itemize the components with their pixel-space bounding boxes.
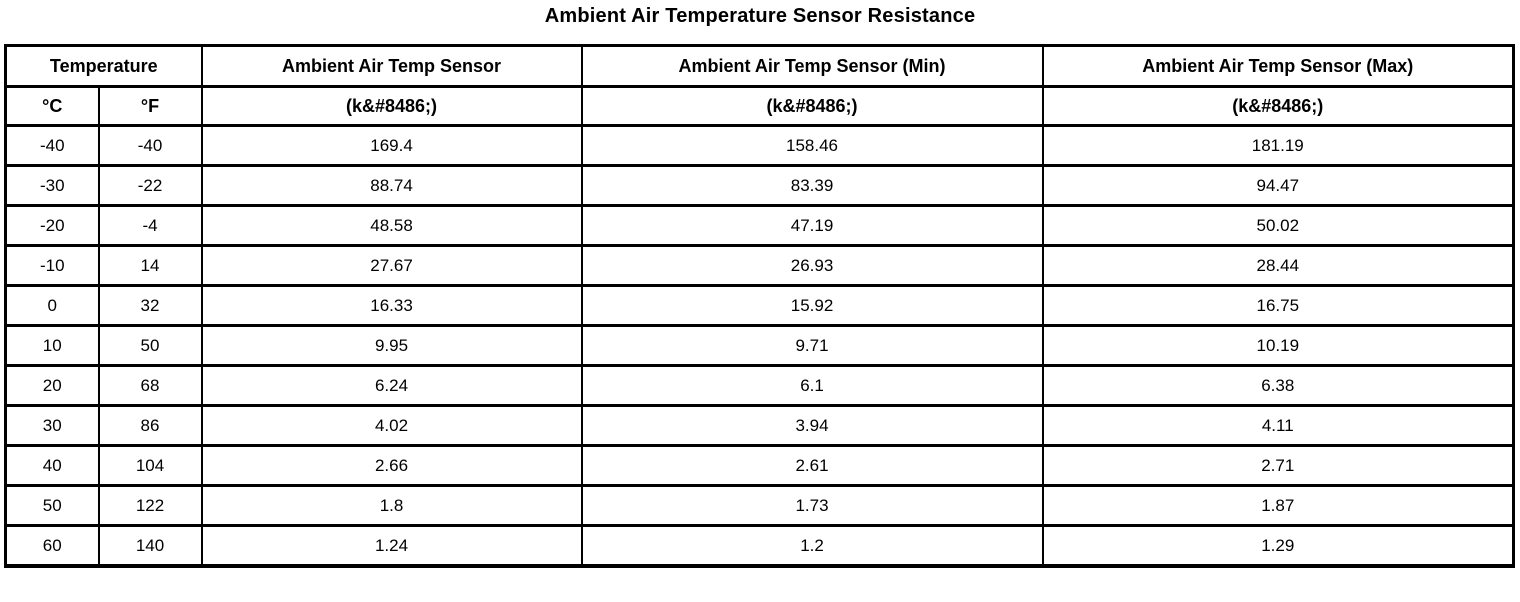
table-cell: -4 (97, 204, 203, 247)
table-cell: 48.58 (200, 204, 583, 247)
header-temperature: Temperature (4, 44, 203, 88)
table-cell: 32 (97, 284, 203, 327)
table-cell: 1.24 (200, 524, 583, 568)
table-cell: -40 (4, 124, 100, 167)
table-cell: 86 (97, 404, 203, 447)
table-body: -40 -40 169.4 158.46 181.19 -30 -22 88.74 83.39 9… (4, 124, 1515, 568)
table-cell: 14 (97, 244, 203, 287)
table-row: -40 -40 169.4 158.46 181.19 (4, 124, 1515, 167)
table-cell: 4.11 (1041, 404, 1515, 447)
header-unit-celsius: °C (4, 85, 100, 127)
table-cell: 10 (4, 324, 100, 367)
table-row: 10 50 9.95 9.71 10.19 (4, 324, 1515, 367)
header-unit-kohm-min: (k&#8486;) (580, 85, 1044, 127)
table-cell: 4.02 (200, 404, 583, 447)
table-cell: 16.75 (1041, 284, 1515, 327)
table-cell: 26.93 (580, 244, 1044, 287)
table-cell: 10.19 (1041, 324, 1515, 367)
table-cell: -40 (97, 124, 203, 167)
table-cell: 1.8 (200, 484, 583, 527)
table-cell: 104 (97, 444, 203, 487)
table-cell: 6.24 (200, 364, 583, 407)
table-header-row-groups: Temperature Ambient Air Temp Sensor Ambi… (4, 44, 1515, 88)
table-cell: 1.2 (580, 524, 1044, 568)
table-cell: -10 (4, 244, 100, 287)
table-cell: 9.71 (580, 324, 1044, 367)
table-cell: 50 (97, 324, 203, 367)
table-cell: 15.92 (580, 284, 1044, 327)
resistance-table: Temperature Ambient Air Temp Sensor Ambi… (4, 44, 1516, 568)
table-cell: -20 (4, 204, 100, 247)
table-row: 0 32 16.33 15.92 16.75 (4, 284, 1515, 327)
header-unit-kohm-max: (k&#8486;) (1041, 85, 1515, 127)
table-header: Temperature Ambient Air Temp Sensor Ambi… (4, 44, 1515, 127)
table-cell: 50.02 (1041, 204, 1515, 247)
table-cell: 0 (4, 284, 100, 327)
table-cell: 28.44 (1041, 244, 1515, 287)
table-cell: 68 (97, 364, 203, 407)
header-ambient-air-temp-sensor-max: Ambient Air Temp Sensor (Max) (1041, 44, 1515, 88)
table-row: -30 -22 88.74 83.39 94.47 (4, 164, 1515, 207)
header-ambient-air-temp-sensor: Ambient Air Temp Sensor (200, 44, 583, 88)
table-cell: 94.47 (1041, 164, 1515, 207)
table-cell: 30 (4, 404, 100, 447)
table-cell: 181.19 (1041, 124, 1515, 167)
table-row: 20 68 6.24 6.1 6.38 (4, 364, 1515, 407)
table-cell: 9.95 (200, 324, 583, 367)
table-cell: 27.67 (200, 244, 583, 287)
table-cell: 2.61 (580, 444, 1044, 487)
table-cell: -30 (4, 164, 100, 207)
table-header-row-units: °C °F (k&#8486;) (k&#8486;) (k&#8486;) (4, 85, 1515, 127)
table-cell: 2.66 (200, 444, 583, 487)
table-cell: 6.38 (1041, 364, 1515, 407)
table-cell: 16.33 (200, 284, 583, 327)
table-cell: 1.87 (1041, 484, 1515, 527)
table-row: -10 14 27.67 26.93 28.44 (4, 244, 1515, 287)
table-cell: -22 (97, 164, 203, 207)
table-cell: 50 (4, 484, 100, 527)
table-cell: 158.46 (580, 124, 1044, 167)
table-cell: 140 (97, 524, 203, 568)
table-cell: 3.94 (580, 404, 1044, 447)
table-row: 30 86 4.02 3.94 4.11 (4, 404, 1515, 447)
table-cell: 169.4 (200, 124, 583, 167)
table-cell: 60 (4, 524, 100, 568)
table-cell: 1.29 (1041, 524, 1515, 568)
header-ambient-air-temp-sensor-min: Ambient Air Temp Sensor (Min) (580, 44, 1044, 88)
table-cell: 88.74 (200, 164, 583, 207)
table-row: 60 140 1.24 1.2 1.29 (4, 524, 1515, 568)
page-title: Ambient Air Temperature Sensor Resistanc… (544, 5, 976, 27)
table-row: 50 122 1.8 1.73 1.87 (4, 484, 1515, 527)
header-unit-kohm-sensor: (k&#8486;) (200, 85, 583, 127)
table-cell: 122 (97, 484, 203, 527)
table-cell: 83.39 (580, 164, 1044, 207)
table-cell: 1.73 (580, 484, 1044, 527)
table-row: -20 -4 48.58 47.19 50.02 (4, 204, 1515, 247)
table-row: 40 104 2.66 2.61 2.71 (4, 444, 1515, 487)
table-cell: 40 (4, 444, 100, 487)
table-cell: 20 (4, 364, 100, 407)
table-cell: 2.71 (1041, 444, 1515, 487)
table-cell: 6.1 (580, 364, 1044, 407)
header-unit-fahrenheit: °F (97, 85, 203, 127)
table-cell: 47.19 (580, 204, 1044, 247)
